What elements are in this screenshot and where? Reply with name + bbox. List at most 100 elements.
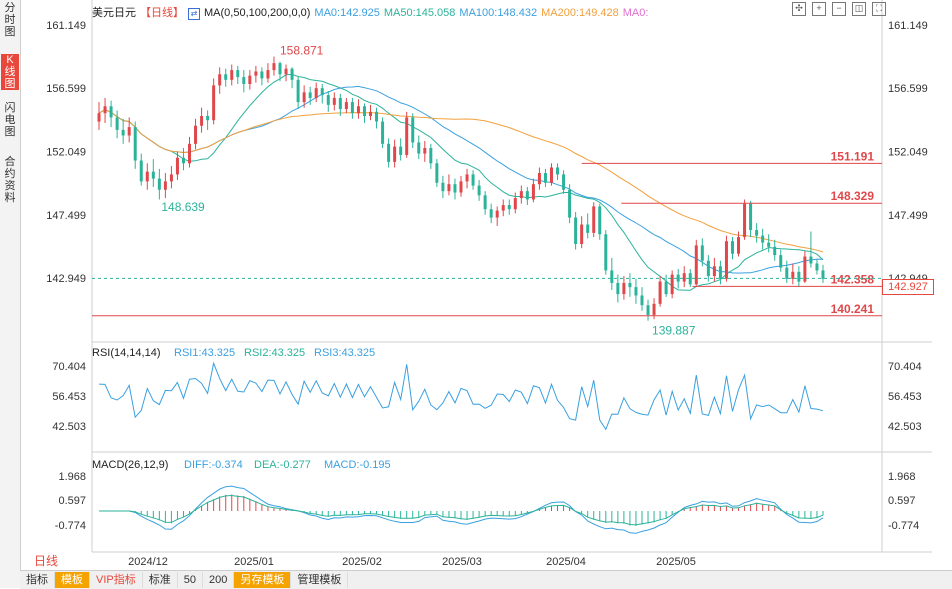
- candle-body-102: [712, 266, 716, 276]
- candle-body-89: [634, 287, 638, 296]
- candle-body-26: [254, 71, 258, 76]
- ma50-value: MA50:145.058: [383, 7, 456, 19]
- zoom-in-icon[interactable]: +: [812, 2, 826, 16]
- candle-body-28: [266, 70, 270, 79]
- ma200-line: [98, 109, 824, 253]
- candle-body-87: [622, 282, 626, 295]
- rsi-tick-right-0: 70.404: [888, 361, 922, 373]
- rsi-value-0: RSI1:43.325: [174, 347, 235, 359]
- candle-body-2: [109, 106, 113, 118]
- macd-value-2: MACD:-0.195: [324, 459, 391, 471]
- candle-body-94: [664, 281, 668, 295]
- candle-body-63: [477, 185, 481, 196]
- ma-settings-icon[interactable]: ⇄: [188, 8, 200, 20]
- macd-panel: [99, 485, 824, 534]
- candle-body-83: [598, 206, 602, 235]
- candle-body-111: [767, 242, 771, 247]
- candle-body-8: [145, 171, 149, 182]
- candle-body-3: [115, 117, 119, 130]
- restore-icon[interactable]: ◫: [852, 2, 866, 16]
- price-tick-left-4: 142.949: [46, 273, 86, 285]
- ma0b-value: MA0:: [622, 7, 649, 19]
- preset-50-button[interactable]: 50: [178, 572, 203, 588]
- save-template-button[interactable]: 另存模板: [234, 572, 292, 588]
- dea-line: [99, 494, 824, 526]
- window-controls: ✣ + − ◫ ⛶: [792, 2, 886, 16]
- candle-body-5: [127, 127, 131, 136]
- rsi-tick-left-1: 56.453: [52, 391, 86, 403]
- candle-body-48: [387, 143, 391, 162]
- price-tick-right-2: 152.049: [888, 146, 928, 158]
- fullscreen-icon[interactable]: ⛶: [872, 2, 886, 16]
- candle-body-53: [417, 142, 421, 154]
- ma-params: MA(0,50,100,200,0,0): [204, 7, 311, 19]
- candle-body-4: [121, 129, 125, 136]
- template-button[interactable]: 模板: [55, 572, 90, 588]
- candle-body-96: [676, 274, 680, 282]
- indicator-button[interactable]: 指标: [20, 572, 55, 588]
- tab-kline[interactable]: K线图: [1, 54, 19, 90]
- rsi-tick-right-2: 42.503: [888, 421, 922, 433]
- ma0-value: MA0:142.925: [314, 7, 380, 19]
- candle-body-50: [399, 146, 403, 155]
- rsi-value-2: RSI3:43.325: [314, 347, 375, 359]
- candle-body-52: [411, 117, 415, 143]
- candle-body-55: [429, 148, 433, 164]
- candle-body-40: [338, 97, 342, 110]
- level-label-4: 140.241: [831, 302, 875, 316]
- candle-body-47: [381, 121, 385, 144]
- high-label: 158.871: [280, 44, 324, 58]
- candle-body-59: [453, 184, 457, 193]
- candle-body-82: [592, 206, 596, 233]
- candle-body-109: [755, 230, 759, 236]
- candle-body-57: [441, 182, 445, 192]
- candle-body-88: [628, 282, 632, 288]
- candle-body-119: [815, 263, 819, 271]
- candle-body-58: [447, 184, 451, 192]
- ma100-value: MA100:148.432: [459, 7, 538, 19]
- candle-body-80: [580, 224, 584, 244]
- candle-body-11: [163, 181, 167, 190]
- preset-200-button[interactable]: 200: [203, 572, 235, 588]
- candle-body-21: [224, 74, 228, 80]
- candle-body-69: [513, 198, 517, 210]
- period-tag: 【日线】: [140, 7, 184, 19]
- manage-template-button[interactable]: 管理模板: [291, 572, 349, 588]
- rsi-tick-right-1: 56.453: [888, 391, 922, 403]
- macd-title: MACD(26,12,9): [92, 459, 168, 471]
- candle-body-86: [616, 282, 620, 295]
- x-label-0: 2024/12: [128, 556, 168, 568]
- candle-body-103: [718, 266, 722, 279]
- rsi-panel: [98, 361, 824, 431]
- candle-body-99: [694, 245, 698, 285]
- candle-body-35: [308, 92, 312, 98]
- current-price-tag: 142.927: [882, 279, 934, 295]
- tab-contract-info[interactable]: 合约资料: [4, 156, 16, 204]
- candle-body-72: [531, 184, 535, 200]
- candle-body-33: [296, 79, 300, 103]
- candle-body-31: [284, 68, 288, 75]
- zoom-out-icon[interactable]: −: [832, 2, 846, 16]
- tab-flash-chart[interactable]: 闪电图: [4, 102, 16, 138]
- vip-indicator-button[interactable]: VIP指标: [90, 572, 143, 588]
- crosshair-icon[interactable]: ✣: [792, 2, 806, 16]
- level-label-1: 151.191: [831, 149, 875, 163]
- candle-body-10: [157, 178, 161, 190]
- macd-tick-right-1: 0.597: [888, 495, 916, 507]
- price-tick-right-3: 147.499: [888, 210, 928, 222]
- candle-body-25: [248, 75, 252, 84]
- candle-body-90: [640, 295, 644, 306]
- tab-intraday[interactable]: 分时图: [4, 2, 16, 38]
- candle-body-74: [543, 173, 547, 183]
- candle-body-77: [562, 174, 566, 190]
- candle-body-104: [724, 241, 728, 279]
- x-label-5: 2025/05: [656, 556, 696, 568]
- candle-body-0: [97, 113, 101, 122]
- candle-body-120: [821, 270, 825, 279]
- chart-canvas[interactable]: 151.191 148.329 142.358 140.241 158.871 139.8…: [20, 0, 952, 570]
- candle-body-91: [646, 305, 650, 315]
- candle-body-18: [206, 116, 210, 121]
- standard-button[interactable]: 标准: [143, 572, 178, 588]
- price-tick-left-3: 147.499: [46, 210, 86, 222]
- period-selector[interactable]: 日线: [34, 554, 59, 568]
